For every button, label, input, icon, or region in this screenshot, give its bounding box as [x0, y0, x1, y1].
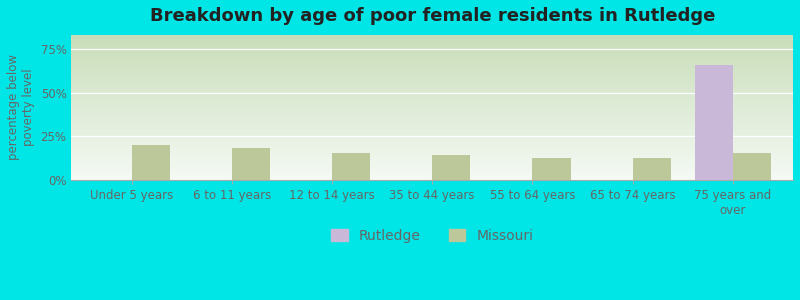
- Bar: [131, 145, 170, 180]
- Bar: [695, 64, 733, 180]
- Y-axis label: percentage below
poverty level: percentage below poverty level: [7, 54, 35, 160]
- Legend: Rutledge, Missouri: Rutledge, Missouri: [326, 223, 539, 248]
- Bar: [332, 153, 370, 180]
- Bar: [733, 153, 771, 180]
- Bar: [533, 158, 570, 180]
- Bar: [232, 148, 270, 180]
- Bar: [633, 158, 670, 180]
- Bar: [432, 154, 470, 180]
- Title: Breakdown by age of poor female residents in Rutledge: Breakdown by age of poor female resident…: [150, 7, 715, 25]
